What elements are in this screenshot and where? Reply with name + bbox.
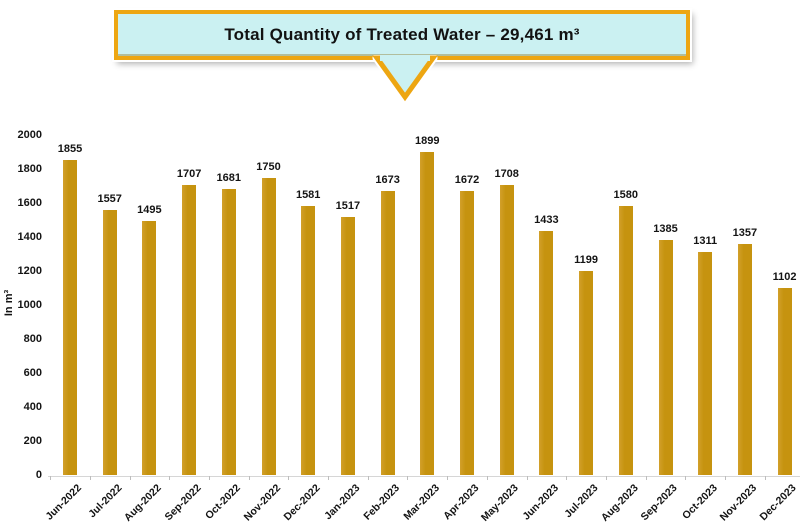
axis-tick	[526, 476, 528, 480]
axis-tick	[89, 476, 91, 480]
bar	[63, 159, 77, 475]
x-tick-label: Oct-2023	[679, 482, 720, 522]
x-tick-label: Mar-2023	[401, 482, 442, 523]
y-tick-label: 1000	[17, 299, 42, 311]
bar-value-label: 1433	[534, 214, 559, 227]
bar-value-label: 1385	[653, 222, 678, 235]
x-tick-label: Apr-2023	[441, 482, 482, 523]
bar	[221, 189, 236, 475]
axis-tick	[407, 476, 409, 480]
x-tick-label: Jan-2023	[322, 482, 363, 523]
x-tick-label: Nov-2023	[717, 482, 760, 524]
axis-tick	[725, 476, 727, 480]
x-tick-label: Sep-2023	[638, 482, 680, 524]
bar-value-label: 1707	[176, 167, 202, 180]
bar-value-label: 1580	[613, 189, 639, 202]
bar	[340, 217, 355, 475]
axis-tick	[764, 476, 766, 480]
bar-value-label: 1557	[97, 193, 122, 206]
axis-tick	[367, 476, 369, 480]
bar-value-label: 1673	[375, 173, 400, 186]
x-tick-label: Jul-2023	[562, 482, 601, 521]
y-tick-label: 600	[23, 367, 42, 379]
y-tick-label: 1400	[17, 231, 42, 243]
bar	[777, 287, 792, 475]
bar-value-label: 1750	[256, 160, 281, 173]
bar-value-label: 1708	[494, 167, 519, 180]
x-axis-line	[48, 476, 800, 477]
x-tick-label: Nov-2022	[241, 482, 283, 524]
x-tick-label: Jul-2022	[85, 482, 125, 521]
bar	[182, 184, 197, 475]
bar	[698, 252, 713, 475]
bar-value-label: 1899	[415, 135, 440, 148]
bar	[142, 220, 157, 475]
x-tick-label: Jun-2023	[520, 482, 561, 523]
axis-tick	[328, 476, 330, 480]
bar	[261, 177, 276, 475]
y-tick-label: 1600	[17, 197, 42, 209]
bar-value-label: 1102	[772, 270, 797, 283]
bar-value-label: 1199	[574, 254, 599, 267]
x-tick-label: Aug-2023	[598, 482, 641, 524]
x-tick-label: Oct-2022	[203, 482, 244, 522]
bar-value-label: 1495	[137, 203, 162, 216]
y-tick-label: 800	[23, 333, 42, 345]
bar	[658, 239, 673, 475]
y-tick-label: 0	[35, 469, 42, 481]
axis-tick	[129, 476, 131, 480]
x-tick-label: Sep-2022	[162, 482, 204, 524]
bar	[499, 184, 514, 475]
bar-value-label: 1311	[693, 235, 718, 248]
bar-value-label: 1357	[732, 227, 758, 240]
x-tick-label: Jun-2022	[43, 482, 85, 523]
bar-value-label: 1581	[295, 189, 321, 202]
bar	[460, 190, 474, 475]
bar	[301, 206, 316, 475]
x-tick-label: Dec-2023	[757, 482, 800, 524]
axis-tick	[606, 476, 607, 480]
x-tick-label: Aug-2022	[121, 482, 164, 524]
axis-tick	[685, 476, 687, 480]
bar-value-label: 1672	[454, 173, 480, 186]
y-tick-label: 200	[23, 435, 42, 447]
x-tick-label: Dec-2022	[281, 482, 323, 524]
y-tick-label: 1200	[17, 265, 42, 277]
axis-tick	[486, 476, 488, 480]
callout-arrow-icon	[372, 55, 438, 102]
axis-tick	[169, 476, 171, 480]
bar	[420, 152, 435, 475]
bar	[618, 206, 633, 475]
axis-tick	[288, 476, 290, 480]
axis-tick	[248, 476, 250, 480]
axis-tick	[209, 476, 210, 480]
axis-tick	[566, 476, 568, 480]
bar	[539, 231, 554, 475]
y-tick-label: 2000	[17, 129, 42, 141]
y-tick-label: 400	[23, 401, 42, 413]
bar-value-label: 1855	[57, 142, 83, 155]
axis-tick	[447, 476, 449, 480]
bar	[737, 244, 752, 475]
y-tick-label: 1800	[17, 163, 42, 175]
bar-value-label: 1681	[216, 172, 242, 185]
bar	[102, 210, 117, 475]
bar	[380, 190, 395, 475]
x-tick-label: May-2023	[479, 482, 522, 524]
bar-value-label: 1517	[335, 200, 361, 213]
chart-title: Total Quantity of Treated Water – 29,461…	[224, 25, 580, 44]
axis-tick	[50, 476, 52, 480]
bar	[579, 271, 594, 475]
x-tick-label: Feb-2023	[361, 482, 403, 523]
axis-tick	[645, 476, 647, 480]
title-banner: Total Quantity of Treated Water – 29,461…	[114, 10, 690, 60]
